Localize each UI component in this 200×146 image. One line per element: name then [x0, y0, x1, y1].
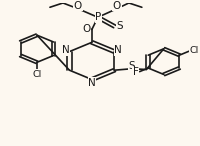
Text: F: F: [133, 67, 139, 77]
Text: O: O: [74, 1, 82, 11]
Text: S: S: [128, 61, 135, 71]
Text: N: N: [62, 45, 69, 55]
Text: O: O: [82, 24, 90, 34]
Text: N: N: [88, 78, 96, 88]
Text: S: S: [117, 21, 123, 31]
Text: Cl: Cl: [189, 46, 199, 55]
Text: Cl: Cl: [32, 69, 42, 79]
Text: O: O: [113, 1, 121, 11]
Text: P: P: [95, 12, 101, 22]
Text: N: N: [114, 45, 122, 55]
